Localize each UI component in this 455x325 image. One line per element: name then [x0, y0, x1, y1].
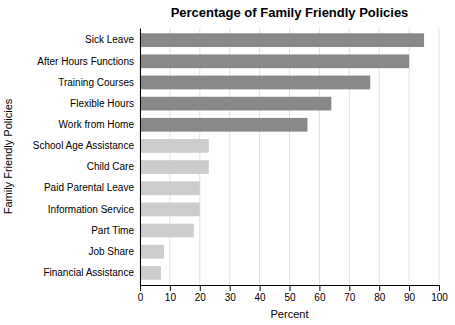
x-tick-label: 70 — [344, 292, 356, 303]
x-tick: 60 — [314, 285, 326, 303]
bar — [140, 118, 307, 132]
title: Percentage of Family Friendly Policies — [171, 5, 409, 20]
x-tick-label: 10 — [165, 292, 177, 303]
bar — [140, 181, 200, 195]
x-tick: 50 — [284, 285, 296, 303]
y-tick: Sick Leave — [85, 34, 134, 45]
x-tick: 90 — [404, 285, 416, 303]
bar — [140, 97, 331, 111]
y-axis-line — [140, 29, 141, 286]
bar — [140, 266, 161, 280]
y-tick: Part Time — [91, 225, 134, 236]
x-tick: 10 — [165, 285, 177, 303]
y-tick-label: Work from Home — [59, 119, 135, 130]
bar — [140, 203, 200, 217]
y-tick-label: Child Care — [87, 161, 135, 172]
x-tick: 0 — [138, 285, 144, 303]
x-tick-label: 80 — [374, 292, 386, 303]
x-tick-mark — [439, 285, 440, 291]
x-tick-mark — [409, 285, 410, 291]
x-tick-label: 90 — [404, 292, 416, 303]
x-tick: 100 — [431, 285, 448, 303]
y-tick: Paid Parental Leave — [44, 182, 135, 193]
y-tick: Information Service — [48, 204, 135, 215]
grid-line — [140, 28, 141, 285]
x-tick-mark — [200, 285, 201, 291]
grid — [140, 28, 439, 285]
grid-line — [439, 28, 440, 285]
x-tick-label: 100 — [431, 292, 448, 303]
y-tick: School Age Assistance — [33, 140, 135, 151]
y-axis: Sick Leave After Hours Functions Training … — [33, 29, 141, 286]
y-tick-label: Part Time — [91, 225, 134, 236]
y-tick-label: Paid Parental Leave — [44, 182, 135, 193]
y-tick-label: After Hours Functions — [37, 56, 134, 67]
y-tick: Financial Assistance — [43, 267, 134, 278]
bar — [140, 224, 194, 238]
y-tick-label: Information Service — [48, 204, 135, 215]
x-tick: 40 — [255, 285, 267, 303]
x-tick-label: 0 — [138, 292, 144, 303]
x-tick-mark — [140, 285, 141, 291]
y-tick-label: Flexible Hours — [70, 98, 134, 109]
x-tick: 80 — [374, 285, 386, 303]
x-axis-line — [141, 286, 440, 292]
y-tick-label: Job Share — [88, 246, 134, 257]
x-axis-title: Percent — [271, 308, 309, 320]
y-axis-title: Family Friendly Policies — [2, 98, 14, 214]
chart-svg: 0 10 20 30 40 50 60 70 80 90 100 Sick Leave After Ho… — [0, 0, 455, 325]
x-axis: 0 10 20 30 40 50 60 70 80 90 100 — [138, 285, 449, 303]
plot-area: 0 10 20 30 40 50 60 70 80 90 100 Sick Leave After Ho… — [33, 28, 448, 303]
y-tick-label: Financial Assistance — [43, 267, 134, 278]
x-tick-mark — [349, 285, 350, 291]
x-tick-mark — [260, 285, 261, 291]
x-tick: 70 — [344, 285, 356, 303]
bar — [140, 54, 409, 68]
y-tick: Job Share — [88, 246, 134, 257]
chart-container: 0 10 20 30 40 50 60 70 80 90 100 Sick Leave After Ho… — [0, 0, 455, 325]
x-tick-mark — [290, 285, 291, 291]
bar — [140, 245, 164, 259]
x-tick-mark — [319, 285, 320, 291]
x-tick-label: 60 — [314, 292, 326, 303]
y-tick: Child Care — [87, 161, 135, 172]
x-tick-label: 50 — [284, 292, 296, 303]
x-tick-label: 40 — [255, 292, 267, 303]
y-tick-label: Training Courses — [58, 77, 134, 88]
y-tick: Flexible Hours — [70, 98, 134, 109]
y-tick: Training Courses — [58, 77, 134, 88]
x-tick-label: 20 — [195, 292, 207, 303]
y-tick: Work from Home — [59, 119, 135, 130]
bars — [140, 33, 424, 279]
x-tick-mark — [170, 285, 171, 291]
bar — [140, 33, 424, 47]
bar — [140, 160, 209, 174]
bar — [140, 139, 209, 153]
y-tick-label: School Age Assistance — [33, 140, 135, 151]
x-tick: 20 — [195, 285, 207, 303]
y-tick: After Hours Functions — [37, 56, 134, 67]
bar — [140, 76, 370, 90]
y-tick-label: Sick Leave — [85, 34, 134, 45]
x-tick-mark — [379, 285, 380, 291]
x-tick-mark — [230, 285, 231, 291]
x-tick: 30 — [225, 285, 237, 303]
x-tick-label: 30 — [225, 292, 237, 303]
